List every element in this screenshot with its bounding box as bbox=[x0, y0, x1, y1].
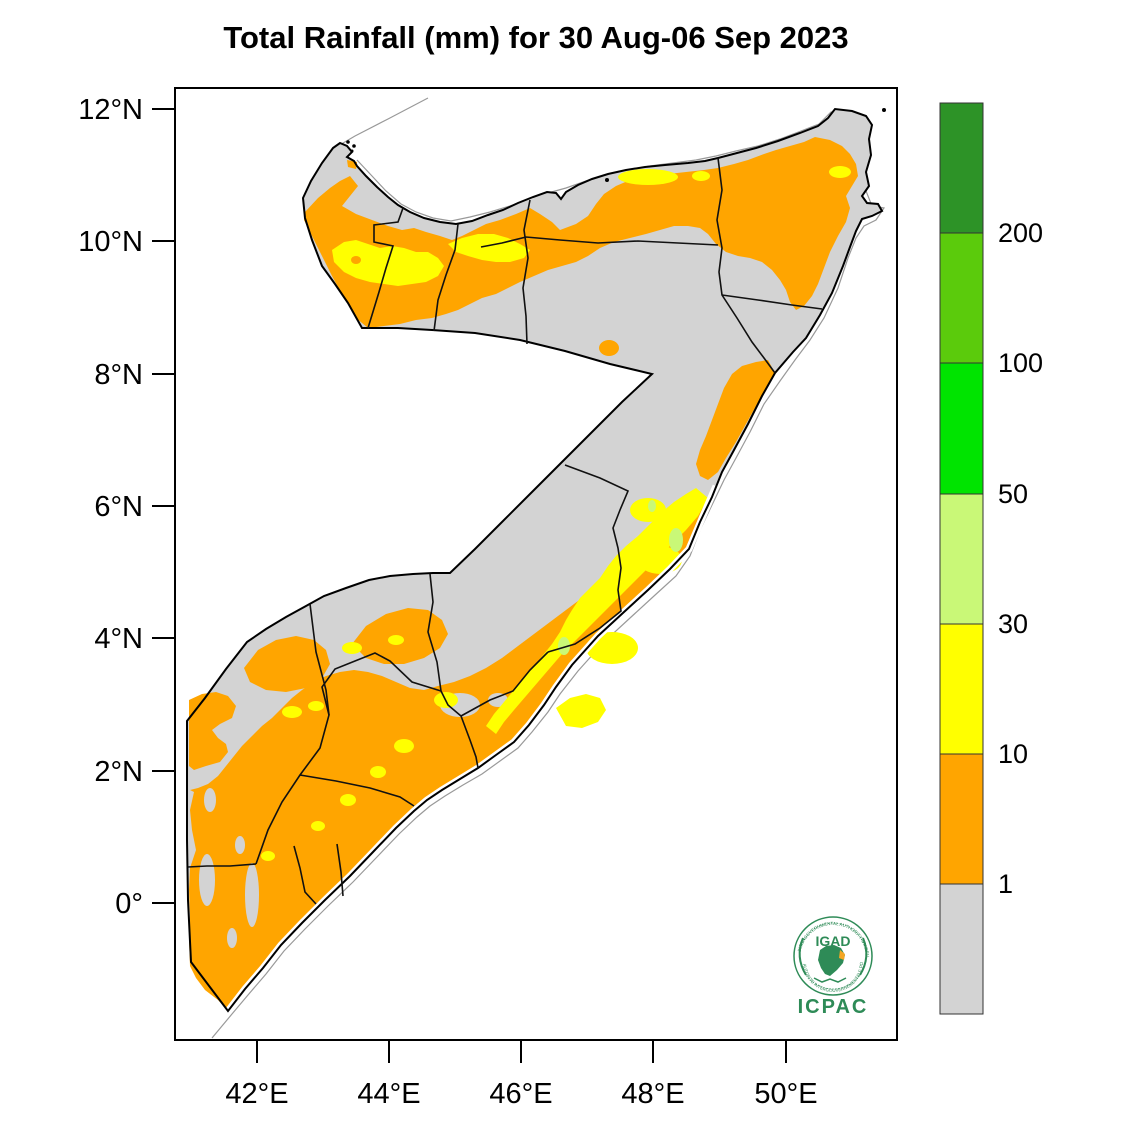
offshore-coastline bbox=[211, 97, 886, 1039]
x-axis bbox=[256, 1040, 787, 1063]
ytick-label: 6°N bbox=[94, 491, 143, 523]
ytick-label: 12°N bbox=[78, 94, 143, 126]
rain-30-50mm-layer bbox=[558, 500, 683, 655]
ytick-label: 4°N bbox=[94, 623, 143, 655]
colorbar-segment bbox=[939, 102, 984, 234]
plot-border bbox=[174, 87, 898, 1041]
colorbar-label: 10 bbox=[998, 739, 1028, 769]
colorbar-segment bbox=[939, 232, 984, 364]
colorbar-label: 100 bbox=[998, 348, 1043, 378]
map-area bbox=[186, 97, 886, 1039]
logo-center-text: ICPAC bbox=[798, 996, 869, 1018]
y-axis bbox=[152, 108, 175, 904]
ytick-label: 2°N bbox=[94, 756, 143, 788]
country-outline bbox=[186, 107, 884, 1013]
orange-dot-in-yellow bbox=[351, 256, 361, 264]
colorbar-labels: 1 10 30 50 100 200 bbox=[998, 218, 1043, 899]
colorbar-label: 1 bbox=[998, 869, 1013, 899]
colorbar-segment bbox=[939, 362, 984, 495]
island-dots bbox=[346, 108, 886, 182]
colorbar-segment bbox=[939, 623, 984, 755]
ytick-label: 0° bbox=[115, 888, 143, 920]
colorbar-segment bbox=[939, 493, 984, 625]
colorbar-label: 200 bbox=[998, 218, 1043, 248]
colorbar-label: 30 bbox=[998, 609, 1028, 639]
y-axis-labels: 12°N 10°N 8°N 6°N 4°N 2°N 0° bbox=[78, 94, 143, 920]
ytick-label: 10°N bbox=[78, 226, 143, 258]
colorbar-segment bbox=[939, 753, 984, 885]
xtick-label: 44°E bbox=[357, 1078, 420, 1110]
figure-title: Total Rainfall (mm) for 30 Aug-06 Sep 20… bbox=[223, 20, 848, 55]
xtick-label: 48°E bbox=[621, 1078, 684, 1110]
colorbar bbox=[939, 102, 984, 1015]
logo-horn-highlight bbox=[839, 950, 845, 960]
colorbar-segment bbox=[939, 883, 984, 1015]
xtick-label: 46°E bbox=[489, 1078, 552, 1110]
logo-ring-text-top: INTERGOVERNMENTAL AUTHORITY ON DEVELOPME… bbox=[0, 0, 870, 957]
ytick-label: 8°N bbox=[94, 359, 143, 391]
colorbar-label: 50 bbox=[998, 479, 1028, 509]
logo-org-text: IGAD bbox=[816, 933, 851, 949]
x-axis-labels: 42°E 44°E 46°E 48°E 50°E bbox=[225, 1078, 817, 1110]
logo-africa-shape bbox=[818, 945, 845, 976]
xtick-label: 50°E bbox=[754, 1078, 817, 1110]
xtick-label: 42°E bbox=[225, 1078, 288, 1110]
admin-boundaries bbox=[187, 157, 823, 905]
logo-laurel bbox=[798, 937, 868, 983]
